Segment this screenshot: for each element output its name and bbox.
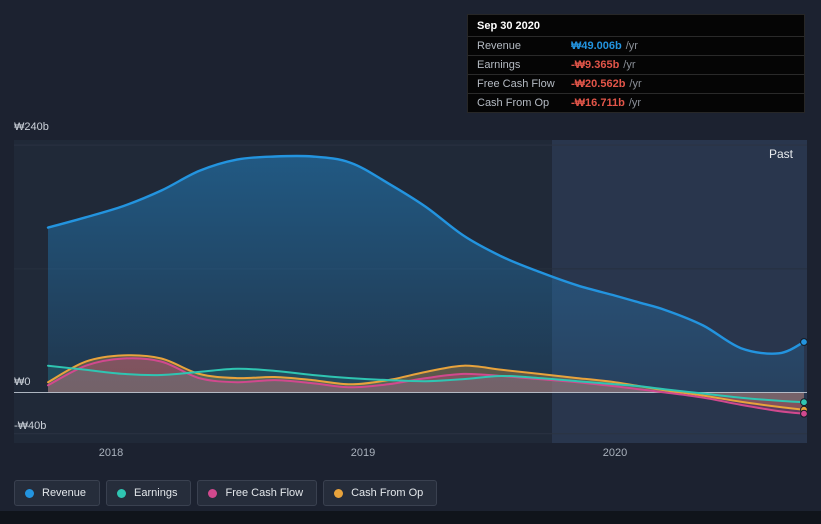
legend-item-revenue[interactable]: Revenue: [14, 480, 101, 506]
chart-legend: Revenue Earnings Free Cash Flow Cash Fro…: [14, 480, 438, 506]
x-axis-label-2018: 2018: [98, 447, 124, 459]
earnings-dot-icon: [117, 488, 127, 498]
tooltip-row-earnings: Earnings -₩9.365b /yr: [468, 55, 804, 74]
free-cash-flow-area: [48, 358, 804, 414]
legend-label: Cash From Op: [351, 487, 424, 499]
tooltip-label: Cash From Op: [477, 97, 550, 109]
tooltip-suffix: /yr: [628, 97, 642, 109]
tooltip-label: Revenue: [477, 40, 522, 52]
tooltip-date: Sep 30 2020: [477, 20, 540, 32]
chart-canvas[interactable]: [14, 140, 807, 443]
earnings-area: [48, 365, 804, 403]
free-cash-flow-dot-icon: [208, 488, 218, 498]
tooltip-suffix: /yr: [625, 40, 638, 52]
legend-label: Earnings: [134, 487, 178, 499]
cash-from-op-dot-icon: [334, 488, 344, 498]
revenue-dot-icon: [25, 488, 34, 498]
earnings-endpoint[interactable]: [800, 398, 807, 407]
tooltip-value: ₩49.006b: [571, 40, 622, 52]
cash-from-op-area: [48, 355, 804, 410]
legend-label: Free Cash Flow: [225, 487, 304, 499]
past-region-label: Past: [768, 147, 793, 161]
revenue-line[interactable]: [46, 154, 806, 355]
legend-item-earnings[interactable]: Earnings: [106, 480, 192, 506]
y-axis-label-neg40b: -₩40b: [14, 420, 47, 432]
x-axis-label-2020: 2020: [602, 447, 628, 459]
tooltip-value: -₩9.365b: [571, 59, 620, 71]
tooltip-label: Free Cash Flow: [477, 78, 555, 90]
revenue-area: [48, 155, 804, 393]
tooltip-suffix: /yr: [623, 59, 636, 71]
cash-from-op-line[interactable]: [47, 354, 805, 411]
tooltip-row-cash-from-op: Cash From Op -₩16.711b /yr: [468, 93, 804, 112]
free-cash-flow-endpoint[interactable]: [800, 409, 807, 418]
legend-item-cash-from-op[interactable]: Cash From Op: [323, 480, 438, 506]
tooltip-row-revenue: Revenue ₩49.006b /yr: [468, 36, 804, 55]
y-axis-label-240b: ₩240b: [14, 121, 49, 133]
timeseries-chart[interactable]: [14, 140, 807, 443]
legend-item-free-cash-flow[interactable]: Free Cash Flow: [197, 480, 318, 506]
y-axis-label-0: ₩0: [14, 376, 31, 388]
tooltip-suffix: /yr: [629, 78, 642, 90]
revenue-endpoint[interactable]: [800, 338, 807, 346]
tooltip-label: Earnings: [477, 59, 521, 71]
free-cash-flow-line[interactable]: [47, 357, 805, 415]
tooltip-value: -₩16.711b: [571, 97, 625, 109]
legend-label: Revenue: [42, 487, 87, 499]
x-axis-label-2019: 2019: [350, 447, 376, 459]
data-tooltip: Sep 30 2020 Revenue ₩49.006b /yr Earning…: [467, 14, 805, 113]
tooltip-value: -₩20.562b: [571, 78, 626, 90]
earnings-line[interactable]: [47, 364, 805, 404]
bottom-strip: [0, 511, 821, 524]
tooltip-row-free-cash-flow: Free Cash Flow -₩20.562b /yr: [468, 74, 804, 93]
